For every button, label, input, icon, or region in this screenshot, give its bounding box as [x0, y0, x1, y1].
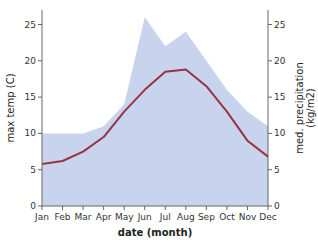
y-tick: [38, 24, 42, 25]
y-tick-label: 5: [30, 165, 36, 175]
x-axis-line: [42, 206, 268, 207]
temperature-line: [42, 70, 268, 164]
y-tick-label: 25: [25, 20, 36, 30]
x-tick: [165, 206, 166, 210]
y2-tick: [268, 24, 272, 25]
y2-tick: [268, 133, 272, 134]
y2-tick: [268, 60, 272, 61]
x-tick: [268, 206, 269, 210]
x-tick-label: May: [115, 212, 134, 222]
y2-tick-label: 5: [274, 165, 280, 175]
x-tick: [144, 206, 145, 210]
y2-tick: [268, 169, 272, 170]
y2-axis-line: [268, 10, 269, 206]
y-tick: [38, 133, 42, 134]
x-tick-label: Jun: [137, 212, 152, 222]
x-tick: [103, 206, 104, 210]
x-tick-label: Apr: [96, 212, 112, 222]
y-axis-line: [42, 10, 43, 206]
x-tick: [83, 206, 84, 210]
y2-axis-label: med. precipitation(kg/m2): [294, 62, 316, 154]
y2-tick-label: 0: [274, 201, 280, 211]
y-tick-label: 20: [25, 56, 37, 66]
x-tick-label: Nov: [239, 212, 257, 222]
y-tick: [38, 169, 42, 170]
y-tick-label: 15: [25, 92, 36, 102]
y-tick: [38, 206, 42, 207]
y-axis-label: max temp (C): [5, 73, 16, 142]
x-tick-label: Mar: [75, 212, 92, 222]
x-axis-label: date (month): [118, 227, 192, 238]
y2-tick-label: 15: [274, 92, 285, 102]
y2-tick-label: 25: [274, 20, 285, 30]
y2-axis-label-line: med. precipitation: [294, 62, 305, 154]
x-tick: [62, 206, 63, 210]
y-tick-label: 10: [25, 128, 37, 138]
y2-tick-label: 10: [274, 128, 286, 138]
x-tick-label: Oct: [219, 212, 235, 222]
chart-container: 0 5 10 15 20 25 0 5 10 15 20 25 Jan Feb Mar AprMayJun Ju…: [0, 0, 318, 242]
x-tick: [42, 206, 43, 210]
x-tick-label: Dec: [259, 212, 276, 222]
x-tick-label: Sep: [198, 212, 215, 222]
y2-tick: [268, 97, 272, 98]
precipitation-area: [42, 17, 268, 206]
x-tick: [247, 206, 248, 210]
plot-area: [42, 17, 268, 206]
y2-tick-label: 20: [274, 56, 286, 66]
chart-svg: 0 5 10 15 20 25 0 5 10 15 20 25 Jan Feb Mar AprMayJun Ju…: [0, 0, 318, 242]
y-tick-label: 0: [30, 201, 36, 211]
x-tick: [185, 206, 186, 210]
x-tick-label: Aug: [177, 212, 195, 222]
x-tick-label: Feb: [55, 212, 71, 222]
x-tick: [206, 206, 207, 210]
y-tick: [38, 60, 42, 61]
x-tick-label: Jan: [34, 212, 49, 222]
x-tick-label: Jul: [159, 212, 171, 222]
x-tick: [124, 206, 125, 210]
x-tick: [226, 206, 227, 210]
y2-axis-label-line: (kg/m2): [305, 88, 316, 128]
y-tick: [38, 97, 42, 98]
y2-tick: [268, 206, 272, 207]
